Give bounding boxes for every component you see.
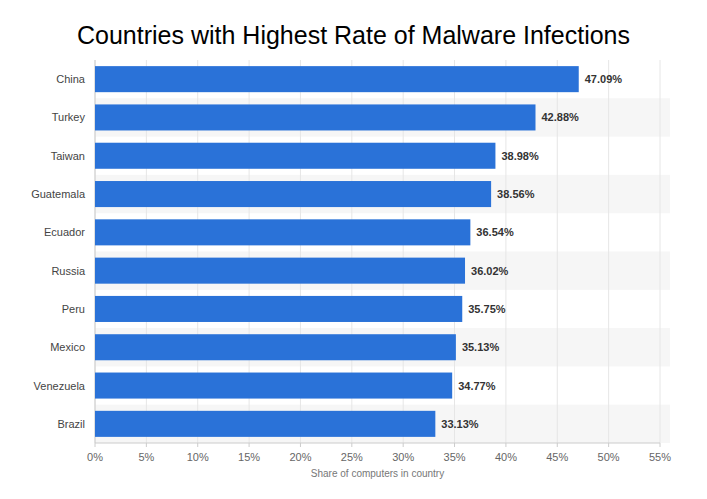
tick-mark (608, 443, 609, 447)
bar (95, 181, 491, 207)
tick-label: 20% (289, 451, 311, 463)
category-label: Russia (51, 265, 86, 277)
tick-mark (505, 443, 506, 447)
data-label: 38.98% (501, 150, 539, 162)
row-band (95, 405, 670, 443)
bar (95, 143, 495, 169)
tick-mark (146, 443, 147, 447)
bar (95, 66, 579, 92)
tick-mark (660, 443, 661, 447)
tick-label: 50% (598, 451, 620, 463)
grid-line (660, 60, 661, 443)
tick-label: 55% (649, 451, 671, 463)
row-band (95, 252, 670, 290)
tick-label: 40% (495, 451, 517, 463)
bar (95, 296, 462, 322)
data-label: 34.77% (458, 380, 496, 392)
bar (95, 334, 456, 360)
tick-mark (197, 443, 198, 447)
tick-label: 45% (546, 451, 568, 463)
bar (95, 411, 435, 437)
data-label: 33.13% (441, 418, 479, 430)
bars (95, 66, 579, 437)
category-label: Venezuela (34, 380, 86, 392)
tick-mark (557, 443, 558, 447)
category-label: Peru (62, 303, 85, 315)
category-label: Taiwan (51, 150, 85, 162)
data-label: 36.54% (476, 226, 514, 238)
tick-label: 10% (187, 451, 209, 463)
tick-mark (454, 443, 455, 447)
category-label: China (56, 73, 86, 85)
tick-mark (249, 443, 250, 447)
tick-label: 25% (341, 451, 363, 463)
data-label: 35.13% (462, 341, 500, 353)
tick-mark (351, 443, 352, 447)
tick-label: 35% (444, 451, 466, 463)
tick-mark (300, 443, 301, 447)
tick-label: 30% (392, 451, 414, 463)
tick-label: 0% (87, 451, 103, 463)
tick-label: 15% (238, 451, 260, 463)
chart: Countries with Highest Rate of Malware I… (0, 0, 707, 499)
category-label: Brazil (57, 418, 85, 430)
row-band (95, 98, 670, 136)
category-label: Turkey (52, 111, 86, 123)
row-band (95, 175, 670, 213)
data-label: 47.09% (585, 73, 623, 85)
bar (95, 373, 452, 399)
category-label: Guatemala (31, 188, 86, 200)
grid-line (608, 60, 609, 443)
category-label: Ecuador (44, 226, 85, 238)
title: Countries with Highest Rate of Malware I… (77, 21, 630, 49)
row-band (95, 328, 670, 366)
data-label: 38.56% (497, 188, 535, 200)
x-axis (95, 443, 660, 444)
data-label: 35.75% (468, 303, 506, 315)
category-label: Mexico (50, 341, 85, 353)
tick-mark (95, 443, 96, 447)
bar (95, 104, 535, 130)
bar (95, 219, 470, 245)
bar (95, 258, 465, 284)
data-label: 36.02% (471, 265, 509, 277)
data-label: 42.88% (541, 111, 579, 123)
tick-mark (403, 443, 404, 447)
tick-label: 5% (138, 451, 154, 463)
x-axis-label: Share of computers in country (311, 468, 444, 479)
